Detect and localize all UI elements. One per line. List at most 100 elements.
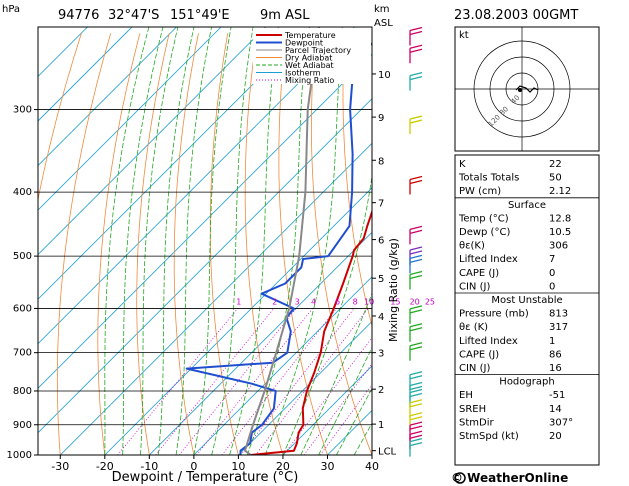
wet-adiabat-line bbox=[211, 27, 254, 455]
wet-adiabat-lines bbox=[104, 27, 372, 455]
isotherm-line bbox=[38, 98, 372, 434]
mixing-ratio-line bbox=[155, 308, 275, 455]
stat-label: θε(K) bbox=[459, 241, 485, 252]
stat-label: StmSpd (kt) bbox=[459, 431, 519, 442]
wind-barb-flag-icon bbox=[409, 44, 423, 49]
height-tick-label: 10 bbox=[378, 70, 391, 81]
height-tick-label: 8 bbox=[378, 156, 384, 167]
wind-barb-flag-icon bbox=[409, 270, 423, 276]
temperature-axis: -30 -20 -10 0 10 20 30 40 bbox=[51, 455, 379, 473]
stat-label: CAPE (J) bbox=[459, 349, 499, 360]
wet-adiabat-line bbox=[175, 27, 212, 455]
hodograph-ring-label: 40 bbox=[509, 94, 521, 106]
pressure-tick-label: 500 bbox=[13, 251, 32, 262]
stat-label: EH bbox=[459, 390, 473, 401]
plot-frame bbox=[37, 26, 373, 456]
stat-label: θε (K) bbox=[459, 322, 488, 333]
dry-adiabat-line bbox=[278, 33, 328, 455]
wind-barb-flag-icon bbox=[409, 305, 423, 310]
wet-adiabat-line bbox=[336, 387, 372, 455]
wind-barb-flag-icon bbox=[409, 250, 423, 255]
dry-adiabat-line bbox=[136, 33, 170, 455]
weatheronline-logo-icon bbox=[454, 472, 466, 484]
temperature-tick-label: -10 bbox=[140, 460, 158, 473]
series-dewpoint bbox=[185, 42, 372, 455]
mixing-ratio-line bbox=[240, 308, 355, 455]
mixing-ratio-label: 4 bbox=[311, 297, 316, 306]
mixing-ratio-line bbox=[178, 308, 297, 455]
isotherm-line bbox=[38, 27, 177, 167]
height-unit-km: km bbox=[374, 4, 390, 15]
height-tick-label: 6 bbox=[378, 236, 384, 247]
pressure-tick-label: 400 bbox=[13, 187, 32, 198]
wind-barb-flag-icon bbox=[409, 392, 423, 398]
dry-adiabat-line bbox=[209, 33, 239, 455]
legend-label: Dewpoint bbox=[285, 39, 323, 48]
wind-barb-flag-icon bbox=[409, 246, 423, 251]
mixing-ratio-labels: 1 2 3 4 6 8 10 15 20 25 bbox=[236, 297, 435, 306]
stat-value: 86 bbox=[549, 349, 562, 360]
legend-box bbox=[253, 28, 371, 84]
pressure-tick-label: 900 bbox=[13, 420, 32, 431]
legend-label: Mixing Ratio bbox=[285, 76, 334, 85]
legend-label: Wet Adiabat bbox=[285, 61, 334, 70]
stat-value: 20 bbox=[549, 431, 562, 442]
sounding-datetime: 23.08.2003 00GMT bbox=[454, 8, 578, 23]
mixing-ratio-label: 6 bbox=[335, 297, 340, 306]
pressure-tick-label: 700 bbox=[13, 348, 32, 359]
mixing-ratio-label: 3 bbox=[295, 297, 300, 306]
stat-label: Dewp (°C) bbox=[459, 227, 510, 238]
wind-barb-flag-icon bbox=[409, 254, 423, 259]
temperature-tick-label: -20 bbox=[96, 460, 114, 473]
wind-barb-flag-icon bbox=[409, 119, 423, 124]
stat-label: K bbox=[459, 159, 466, 170]
temperature-tick-label: 0 bbox=[190, 460, 197, 473]
stat-label: StmDir bbox=[459, 417, 494, 428]
pressure-axis: 300 400 500 600 700 800 900 1000 bbox=[7, 105, 38, 461]
height-tick-label: 9 bbox=[378, 113, 384, 124]
wind-barb-flag-icon bbox=[409, 399, 423, 404]
stat-value: 12.8 bbox=[549, 213, 571, 224]
dry-adiabat-line bbox=[310, 33, 372, 455]
hodograph-trace bbox=[515, 85, 539, 93]
temperature-tick-label: 30 bbox=[320, 460, 334, 473]
isotherm-lines bbox=[38, 27, 372, 455]
stats-section-title: Most Unstable bbox=[491, 295, 562, 306]
stat-value: 307° bbox=[549, 417, 573, 428]
wind-barbs bbox=[409, 26, 423, 457]
pressure-unit: hPa bbox=[2, 4, 20, 15]
wet-adiabat-line bbox=[122, 27, 164, 455]
height-unit-asl: ASL bbox=[374, 18, 393, 29]
wet-adiabat-line bbox=[104, 27, 150, 455]
mixing-ratio-line bbox=[117, 308, 239, 455]
stat-label: PW (cm) bbox=[459, 186, 501, 197]
wet-adiabat-line bbox=[229, 27, 279, 455]
wind-barb-flag-icon bbox=[409, 403, 423, 408]
legend-label: Parcel Trajectory bbox=[285, 46, 351, 55]
wind-barb-flag-icon bbox=[409, 375, 423, 380]
stats-section-title: Hodograph bbox=[499, 377, 554, 388]
wind-barb-flag-icon bbox=[409, 388, 423, 394]
stat-label: SREH bbox=[459, 404, 486, 415]
stat-label: Temp (°C) bbox=[458, 213, 509, 224]
wind-barb-flag-icon bbox=[409, 26, 423, 32]
wind-barb-flag-icon bbox=[409, 412, 423, 417]
wind-barb-flag-icon bbox=[409, 385, 423, 391]
wind-barb-flag-icon bbox=[409, 30, 423, 36]
station-latitude: 32°47'S bbox=[108, 8, 159, 23]
station-id: 94776 bbox=[58, 8, 99, 23]
wet-adiabat-line bbox=[193, 27, 232, 455]
pressure-tick-label: 800 bbox=[13, 386, 32, 397]
mixing-ratio-axis-label: Mixing Ratio (g/kg) bbox=[387, 238, 400, 342]
pressure-tick-label: 600 bbox=[13, 303, 32, 314]
wind-barb-flag-icon bbox=[409, 346, 423, 351]
isotherm-line bbox=[38, 53, 372, 389]
wind-barb-flag-icon bbox=[409, 274, 423, 280]
height-axis: 10 9 8 7 6 5 4 3 2 1 LCL bbox=[372, 70, 397, 458]
wet-adiabat-line bbox=[318, 346, 372, 455]
wind-barb-flag-icon bbox=[409, 71, 423, 77]
wind-barb-flag-icon bbox=[409, 179, 423, 185]
